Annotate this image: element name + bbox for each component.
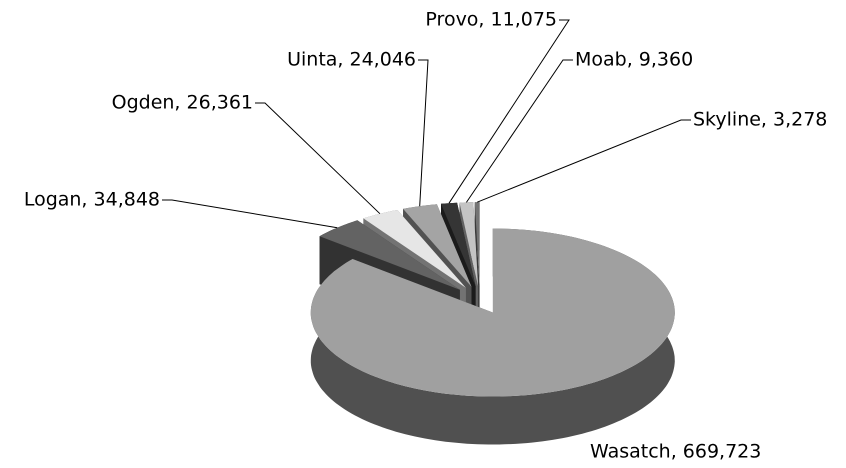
data-label: Skyline, 3,278	[693, 109, 827, 131]
data-label: Wasatch, 669,723	[590, 441, 761, 463]
slice-top	[459, 202, 479, 287]
slice-top	[441, 202, 476, 287]
slice-top	[474, 202, 480, 287]
data-label: Logan, 34,848	[24, 189, 160, 211]
leader-line	[418, 59, 429, 207]
slice-top	[310, 228, 675, 397]
data-label: Ogden, 26,361	[112, 92, 253, 114]
slice-top	[403, 204, 472, 287]
leader-line	[477, 119, 691, 203]
leader-line	[255, 102, 381, 215]
data-label: Uinta, 24,046	[287, 49, 416, 71]
leader-line	[162, 199, 338, 229]
slice-top	[319, 220, 460, 290]
leader-line	[448, 19, 570, 204]
data-label: Moab, 9,360	[575, 49, 693, 71]
data-label: Provo, 11,075	[425, 9, 557, 31]
slice-top	[363, 210, 466, 288]
leader-line	[465, 59, 573, 203]
